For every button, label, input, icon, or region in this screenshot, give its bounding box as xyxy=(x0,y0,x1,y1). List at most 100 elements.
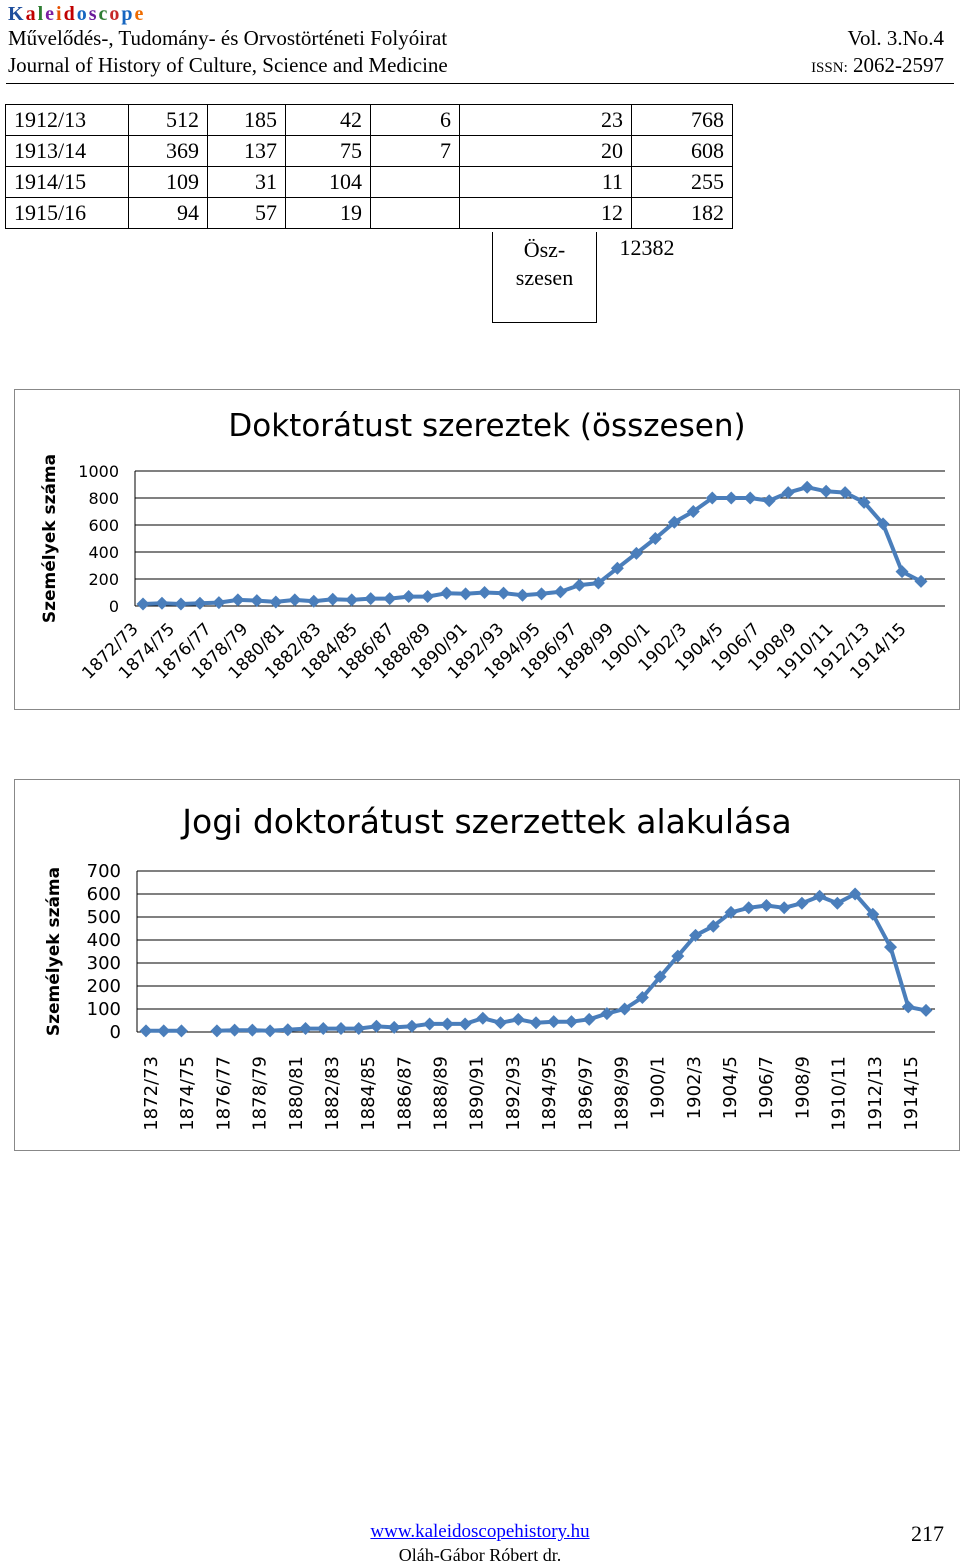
data-point xyxy=(838,486,852,500)
data-point xyxy=(667,515,681,529)
data-point xyxy=(478,586,492,599)
data-point xyxy=(423,1017,437,1031)
data-point xyxy=(212,596,226,610)
table-cell: 20 xyxy=(459,135,632,167)
brand-letter: o xyxy=(109,3,122,25)
issn-value: 2062-2597 xyxy=(853,53,944,77)
table-cell: 255 xyxy=(631,166,733,198)
data-point xyxy=(334,1022,348,1036)
data-point xyxy=(547,1015,561,1029)
data-point xyxy=(781,486,795,500)
total-label-cell: Ösz- szesen xyxy=(492,232,597,323)
data-point xyxy=(759,899,773,912)
data-point xyxy=(288,593,302,607)
x-tick-label: 1886/87 xyxy=(394,1056,415,1131)
table-cell: 182 xyxy=(631,197,733,229)
table-cell: 75 xyxy=(285,135,371,167)
table-cell: 1912/13 xyxy=(5,104,129,136)
x-tick-label: 1892/93 xyxy=(503,1056,524,1131)
table-cell: 185 xyxy=(207,104,286,136)
data-point xyxy=(139,1024,153,1038)
y-tick-label: 300 xyxy=(87,953,121,974)
data-point xyxy=(572,578,586,592)
table-cell: 1913/14 xyxy=(5,135,129,167)
table-cell: 42 xyxy=(285,104,371,136)
data-point xyxy=(511,1012,525,1026)
data-point xyxy=(884,940,898,954)
y-tick-label: 600 xyxy=(88,516,119,535)
page-number: 217 xyxy=(911,1521,944,1546)
x-tick-label: 1906/7 xyxy=(756,1056,777,1119)
brand-letter: i xyxy=(56,3,64,25)
y-tick-label: 700 xyxy=(87,861,121,882)
data-point xyxy=(648,532,662,545)
table-cell: 57 xyxy=(207,197,286,229)
table-cell: 23 xyxy=(459,104,632,136)
data-table: 1912/13 512 185 42 6 23 768 1913/14 369 137 75 7 20 6… xyxy=(5,104,733,229)
data-point xyxy=(686,505,700,518)
data-point xyxy=(269,595,283,609)
table-row: 1913/14 369 137 75 7 20 608 xyxy=(5,135,733,167)
data-point xyxy=(250,594,264,608)
table-cell: 768 xyxy=(631,104,733,136)
footer-author: Oláh-Gábor Róbert dr. xyxy=(398,1545,562,1565)
y-tick-label: 200 xyxy=(88,570,119,589)
brand-letter: a xyxy=(25,3,38,25)
data-point xyxy=(231,593,245,607)
x-tick-label: 1884/85 xyxy=(358,1056,379,1131)
data-point xyxy=(494,1016,508,1030)
chart-law-title: Jogi doktorátust szerzettek alakulása xyxy=(182,802,792,841)
data-point xyxy=(157,1024,171,1038)
data-point xyxy=(901,1000,915,1014)
total-label-line1: Ösz- xyxy=(523,237,566,262)
table-cell: 31 xyxy=(207,166,286,198)
x-tick-label: 1908/9 xyxy=(792,1056,813,1119)
table-cell xyxy=(370,197,460,229)
data-point xyxy=(174,1024,188,1038)
data-point xyxy=(876,517,890,531)
chart-law-frame: Jogi doktorátust szerzettek alakulása 70… xyxy=(14,779,960,1151)
data-point xyxy=(591,576,605,590)
table-cell: 1915/16 xyxy=(5,197,129,229)
data-point xyxy=(857,495,871,509)
x-tick-label: 1874/75 xyxy=(177,1056,198,1131)
table-cell: 1914/15 xyxy=(5,166,129,198)
brand-letter: e xyxy=(45,3,57,25)
data-point xyxy=(800,480,814,494)
table-cell: 369 xyxy=(128,135,208,167)
data-point xyxy=(193,596,207,610)
data-point xyxy=(866,907,880,921)
table-cell: 104 xyxy=(285,166,371,198)
total-value: 12382 xyxy=(619,235,675,260)
data-point xyxy=(174,597,188,611)
table-cell xyxy=(370,166,460,198)
data-point xyxy=(777,901,791,915)
data-point xyxy=(459,587,473,601)
table-cell: 137 xyxy=(207,135,286,167)
x-tick-label: 1880/81 xyxy=(286,1056,307,1131)
data-point xyxy=(534,587,548,601)
table-row: 1915/16 94 57 19 12 182 xyxy=(5,197,733,229)
series-line xyxy=(146,892,927,1033)
x-tick-label: 1910/11 xyxy=(829,1056,850,1131)
data-point xyxy=(743,491,757,505)
y-tick-label: 1000 xyxy=(78,462,119,481)
data-point xyxy=(421,590,435,604)
issn-label: ISSN: xyxy=(811,60,848,76)
issn: ISSN: 2062-2597 xyxy=(811,53,944,78)
table-cell: 19 xyxy=(285,197,371,229)
volume-number: Vol. 3.No.4 xyxy=(847,26,944,50)
y-tick-label: 600 xyxy=(87,884,121,905)
data-point xyxy=(762,494,776,508)
data-point xyxy=(326,592,340,606)
data-point xyxy=(440,1017,454,1031)
data-point xyxy=(228,1023,242,1037)
data-point xyxy=(582,1012,596,1026)
y-tick-label: 0 xyxy=(109,597,119,616)
x-tick-label: 1896/97 xyxy=(575,1056,596,1131)
y-tick-label: 0 xyxy=(110,1022,121,1043)
footer-website-link[interactable]: www.kaleidoscopehistory.hu xyxy=(370,1521,590,1542)
data-point xyxy=(245,1023,259,1037)
table-cell: 109 xyxy=(128,166,208,198)
